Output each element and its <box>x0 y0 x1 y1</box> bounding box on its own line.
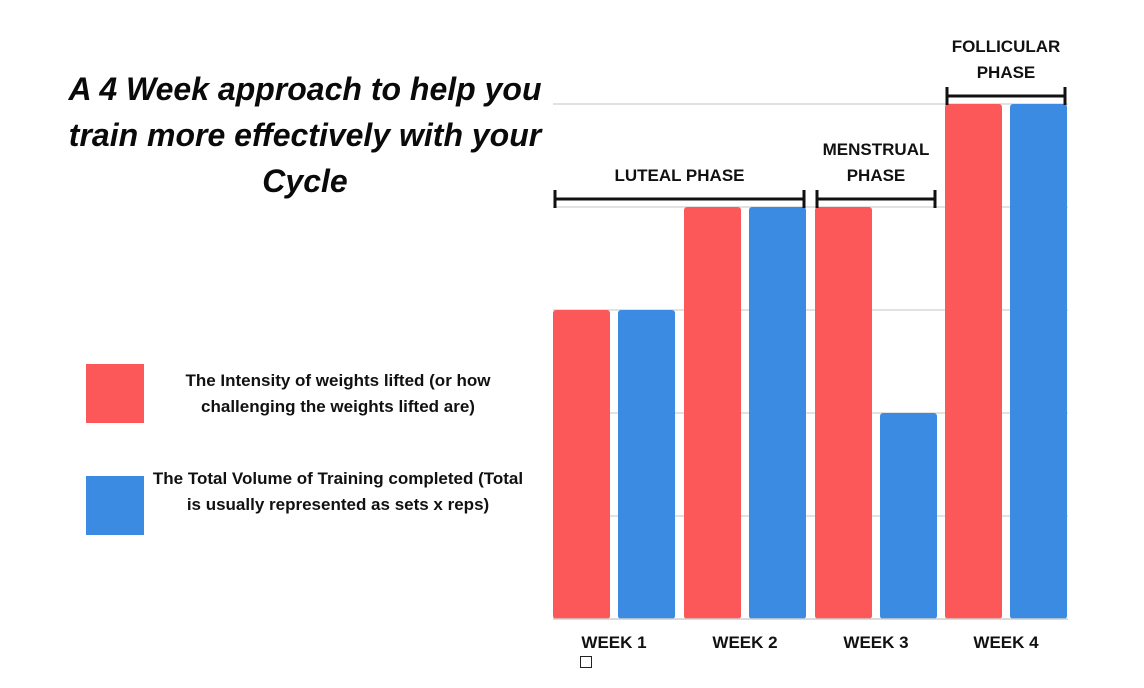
phase-label: LUTEAL PHASE <box>614 166 744 185</box>
legend-swatch-intensity <box>86 364 144 423</box>
x-tick-label: WEEK 1 <box>581 633 646 652</box>
bar-series-2-week-2 <box>749 207 806 619</box>
bar-series-2-week-3 <box>880 413 937 619</box>
bar-series-1-week-2 <box>684 207 741 619</box>
bar-series-1-week-4 <box>945 104 1002 619</box>
phase-label: PHASE <box>847 166 906 185</box>
bar-series-1-week-3 <box>815 207 872 619</box>
x-tick-label: WEEK 2 <box>712 633 777 652</box>
bar-series-2-week-1 <box>618 310 675 619</box>
legend-swatch-volume <box>86 476 144 535</box>
bar-series-1-week-1 <box>553 310 610 619</box>
phase-label: FOLLICULAR <box>952 37 1061 56</box>
page-title: A 4 Week approach to help you train more… <box>68 71 542 199</box>
bar-series-2-week-4 <box>1010 104 1067 619</box>
x-tick-label: WEEK 4 <box>973 633 1039 652</box>
legend-label-intensity: The Intensity of weights lifted (or how … <box>185 371 491 416</box>
x-tick-label: WEEK 3 <box>843 633 908 652</box>
checkbox-icon[interactable] <box>580 656 592 668</box>
phase-label: PHASE <box>977 63 1036 82</box>
phase-label: MENSTRUAL <box>823 140 930 159</box>
legend-label-volume: The Total Volume of Training completed (… <box>152 469 524 514</box>
